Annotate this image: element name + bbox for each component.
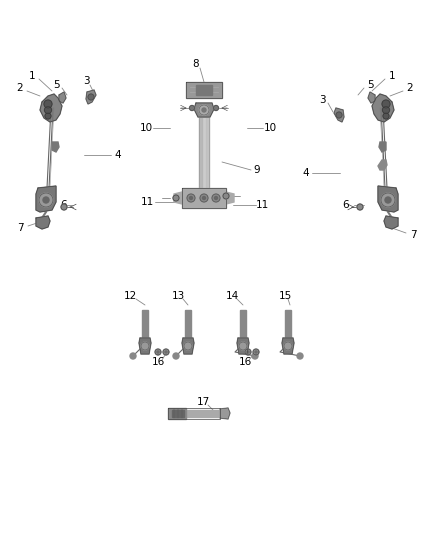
Text: 11: 11 bbox=[255, 200, 268, 210]
Polygon shape bbox=[379, 142, 386, 152]
Polygon shape bbox=[86, 90, 96, 104]
Polygon shape bbox=[240, 310, 246, 338]
Text: 16: 16 bbox=[152, 357, 165, 367]
Polygon shape bbox=[185, 310, 191, 338]
Polygon shape bbox=[226, 192, 234, 204]
Text: 5: 5 bbox=[53, 80, 59, 90]
Polygon shape bbox=[196, 85, 212, 95]
Circle shape bbox=[43, 197, 49, 203]
Circle shape bbox=[383, 113, 389, 119]
Polygon shape bbox=[142, 310, 148, 338]
Text: 4: 4 bbox=[303, 168, 309, 178]
Polygon shape bbox=[59, 92, 66, 103]
Text: 3: 3 bbox=[83, 76, 89, 86]
Text: 2: 2 bbox=[17, 83, 23, 93]
Text: 8: 8 bbox=[193, 59, 199, 69]
Polygon shape bbox=[186, 82, 222, 98]
Text: 12: 12 bbox=[124, 291, 137, 301]
Polygon shape bbox=[220, 408, 230, 419]
Circle shape bbox=[336, 112, 342, 118]
Text: 5: 5 bbox=[367, 80, 373, 90]
Text: 6: 6 bbox=[343, 200, 350, 210]
Circle shape bbox=[190, 197, 192, 199]
Circle shape bbox=[382, 107, 389, 114]
Polygon shape bbox=[52, 142, 59, 152]
Polygon shape bbox=[285, 310, 291, 338]
Polygon shape bbox=[40, 94, 62, 122]
Circle shape bbox=[45, 113, 51, 119]
Circle shape bbox=[252, 353, 258, 359]
Polygon shape bbox=[206, 117, 209, 188]
Polygon shape bbox=[182, 188, 226, 208]
Circle shape bbox=[297, 353, 303, 359]
Circle shape bbox=[173, 353, 179, 359]
Text: 7: 7 bbox=[17, 223, 23, 233]
Circle shape bbox=[212, 194, 220, 202]
Polygon shape bbox=[174, 192, 182, 204]
Text: 10: 10 bbox=[139, 123, 152, 133]
Polygon shape bbox=[282, 338, 294, 354]
Circle shape bbox=[190, 106, 194, 110]
Polygon shape bbox=[334, 108, 344, 122]
Text: 14: 14 bbox=[226, 291, 239, 301]
Polygon shape bbox=[36, 186, 56, 212]
Circle shape bbox=[213, 106, 219, 110]
Text: 17: 17 bbox=[196, 397, 210, 407]
Polygon shape bbox=[172, 410, 184, 417]
Polygon shape bbox=[237, 338, 249, 354]
Polygon shape bbox=[199, 117, 209, 188]
Circle shape bbox=[245, 349, 251, 355]
Text: 6: 6 bbox=[61, 200, 67, 210]
Text: 2: 2 bbox=[407, 83, 413, 93]
Text: 1: 1 bbox=[28, 71, 35, 81]
Circle shape bbox=[200, 194, 208, 202]
Text: 1: 1 bbox=[389, 71, 396, 81]
Circle shape bbox=[223, 193, 229, 199]
Circle shape bbox=[202, 197, 205, 199]
Circle shape bbox=[199, 105, 209, 115]
Polygon shape bbox=[182, 338, 194, 354]
Polygon shape bbox=[378, 186, 398, 212]
Circle shape bbox=[173, 195, 179, 201]
Circle shape bbox=[284, 342, 292, 350]
Text: 7: 7 bbox=[410, 230, 416, 240]
Text: 3: 3 bbox=[319, 95, 325, 105]
Circle shape bbox=[130, 353, 136, 359]
Polygon shape bbox=[199, 117, 202, 188]
Circle shape bbox=[239, 342, 247, 350]
Polygon shape bbox=[384, 216, 398, 229]
Text: 11: 11 bbox=[140, 197, 154, 207]
Polygon shape bbox=[368, 92, 375, 103]
Circle shape bbox=[88, 94, 94, 100]
Polygon shape bbox=[372, 94, 394, 122]
Text: 16: 16 bbox=[238, 357, 251, 367]
Text: 9: 9 bbox=[254, 165, 260, 175]
Polygon shape bbox=[139, 338, 151, 354]
Circle shape bbox=[61, 204, 67, 210]
Text: 4: 4 bbox=[115, 150, 121, 160]
Text: 15: 15 bbox=[279, 291, 292, 301]
Circle shape bbox=[155, 349, 161, 355]
Circle shape bbox=[357, 204, 363, 210]
Circle shape bbox=[382, 100, 390, 108]
Circle shape bbox=[184, 342, 192, 350]
Circle shape bbox=[215, 197, 218, 199]
Circle shape bbox=[163, 349, 169, 355]
Circle shape bbox=[141, 342, 149, 350]
Polygon shape bbox=[194, 103, 214, 117]
Circle shape bbox=[187, 194, 195, 202]
Polygon shape bbox=[378, 160, 387, 170]
Circle shape bbox=[385, 197, 391, 203]
Circle shape bbox=[39, 193, 53, 207]
Text: 10: 10 bbox=[263, 123, 276, 133]
Text: 13: 13 bbox=[171, 291, 185, 301]
Circle shape bbox=[381, 193, 395, 207]
Polygon shape bbox=[186, 410, 220, 417]
Polygon shape bbox=[36, 216, 50, 229]
Circle shape bbox=[202, 108, 206, 112]
Circle shape bbox=[253, 349, 259, 355]
Circle shape bbox=[45, 107, 52, 114]
Polygon shape bbox=[168, 408, 186, 419]
Circle shape bbox=[44, 100, 52, 108]
